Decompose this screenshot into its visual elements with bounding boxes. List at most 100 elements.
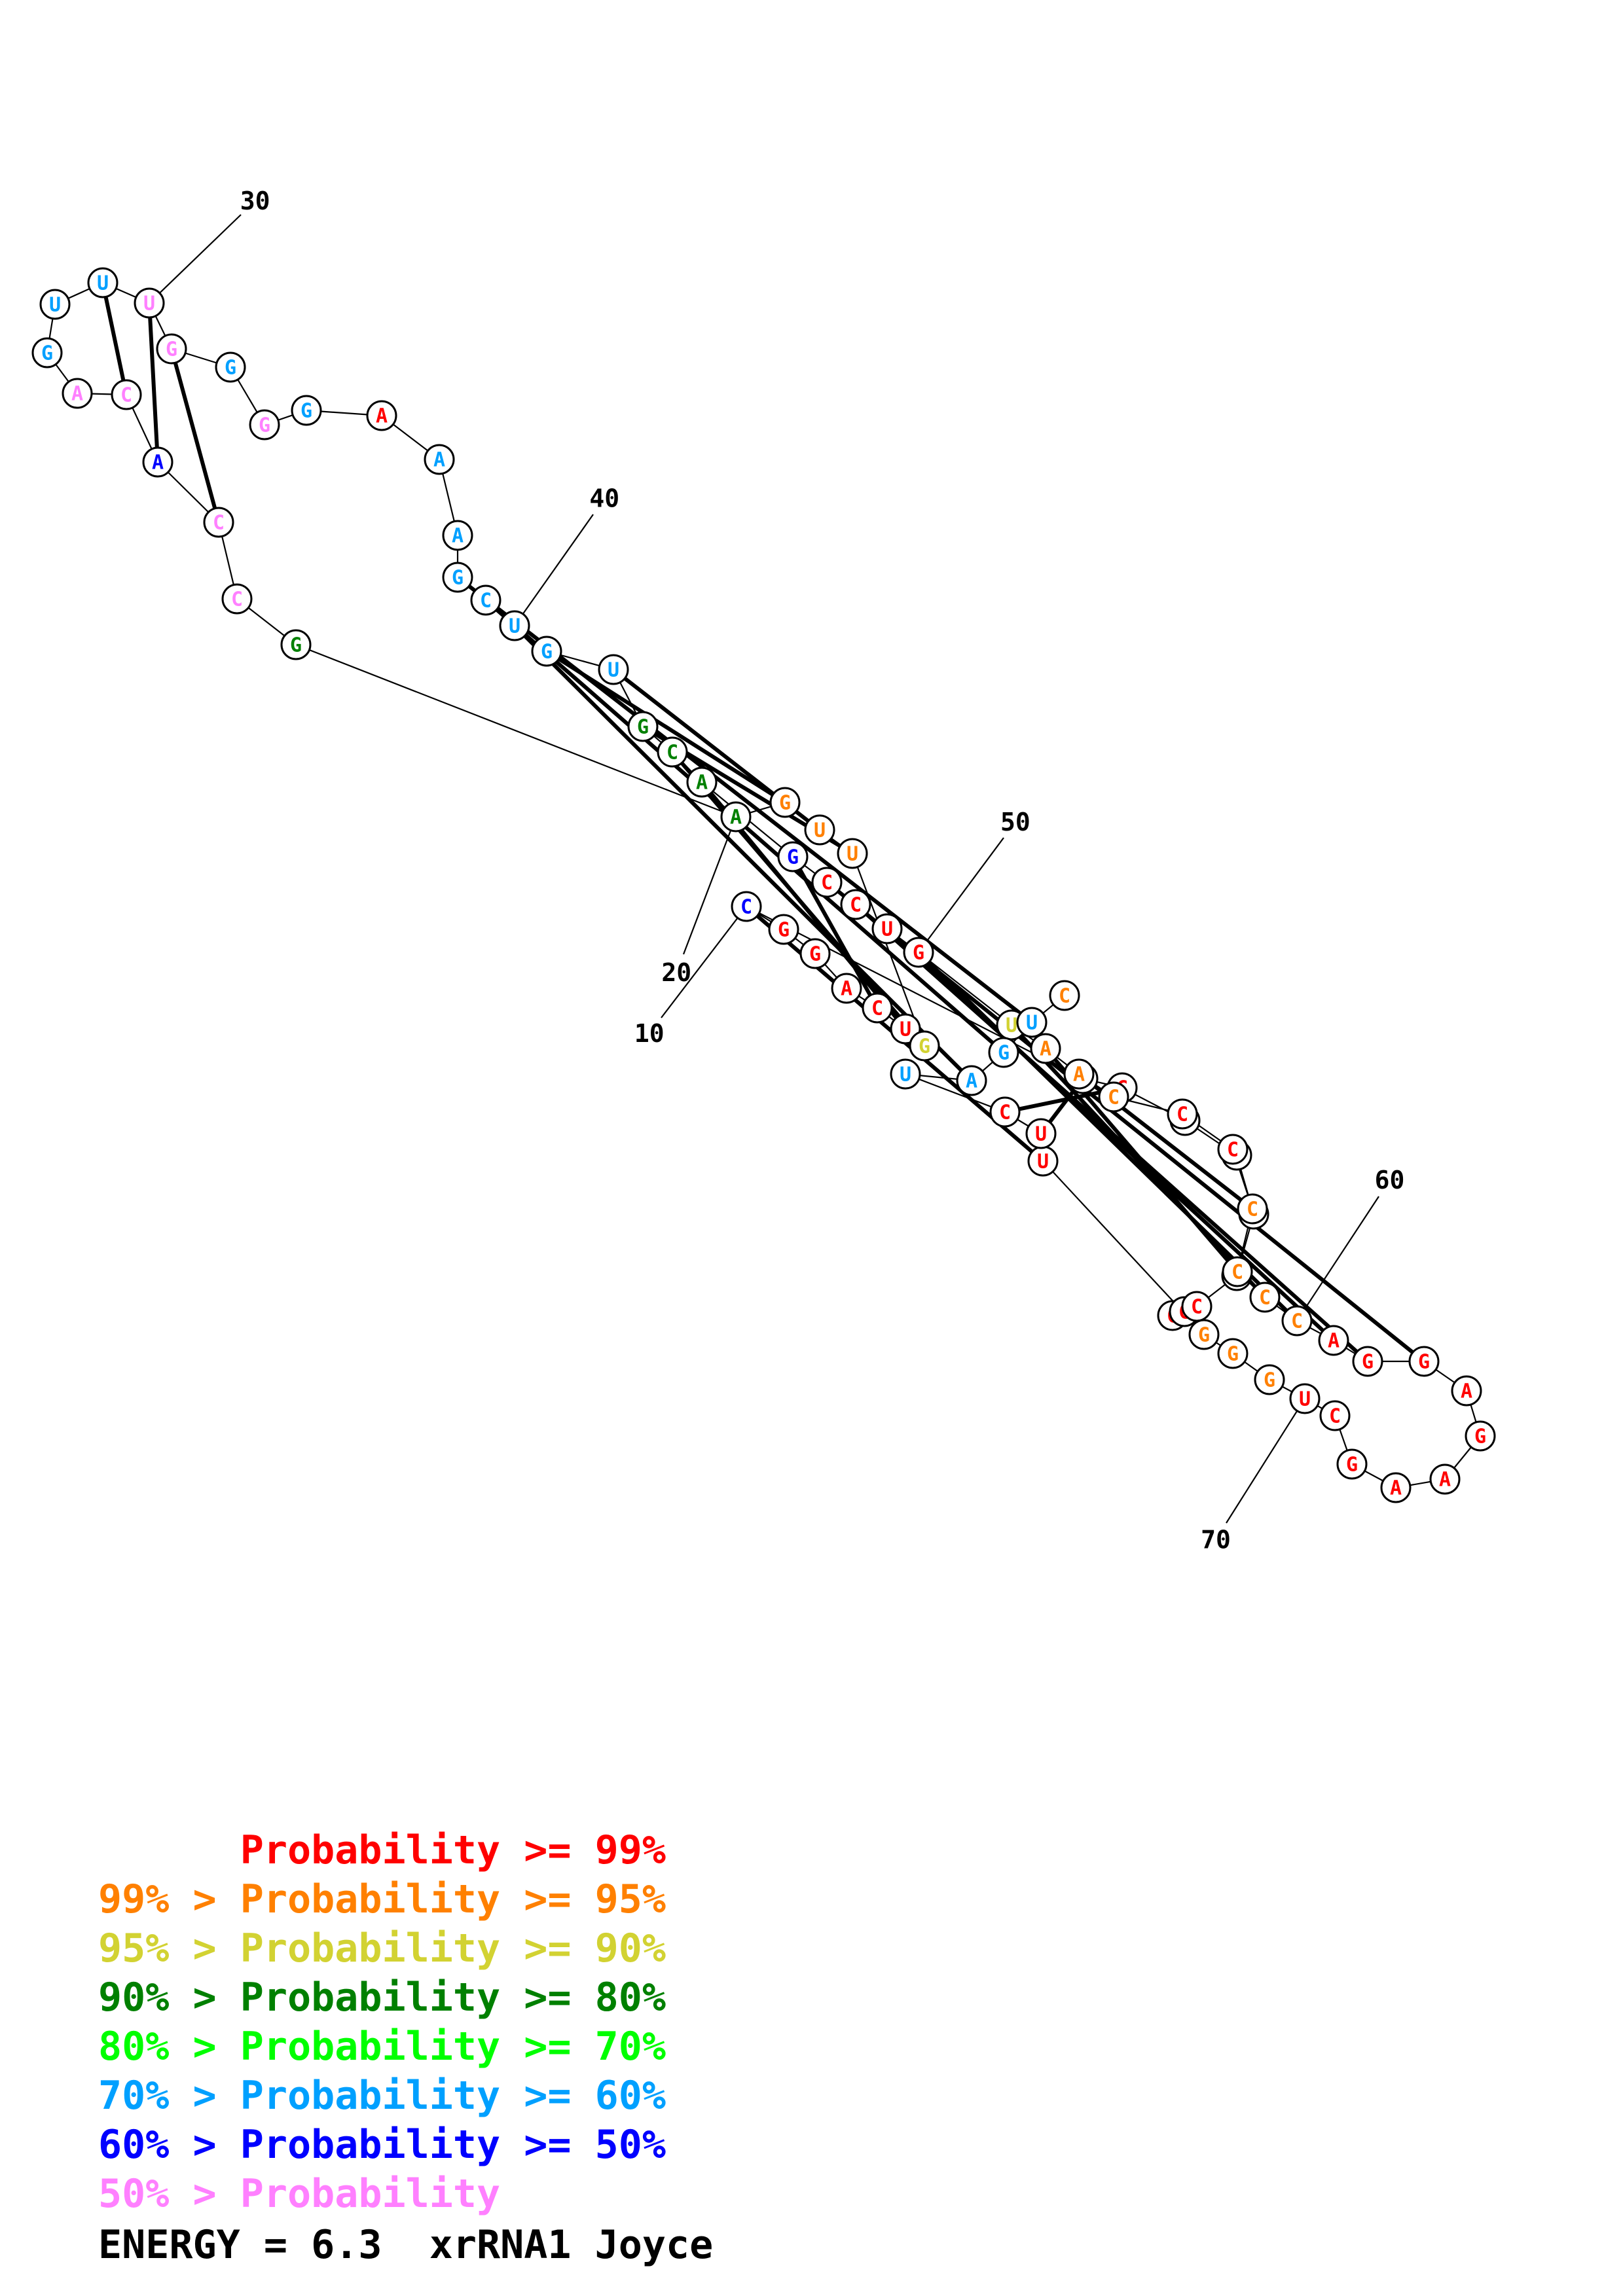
nucleotide-base-letter: A [1328,1330,1340,1353]
nucleotide: G [988,1037,1019,1068]
nucleotide-circle [442,520,473,551]
nucleotide-base-letter: A [841,978,852,1001]
nucleotide-base-letter: C [821,872,833,895]
nucleotide-circle [909,1030,940,1062]
position-tick-label: 40 [589,484,619,512]
nucleotide: A [831,973,862,1004]
nucleotide: A [1429,1463,1461,1495]
position-tick-label: 70 [1201,1525,1231,1554]
nucleotide-base-letter: A [1461,1380,1472,1403]
nucleotide: G [768,914,799,945]
nucleotide-circle [627,711,659,742]
nucleotide-base-letter: C [120,384,132,407]
nucleotide: C [1181,1291,1213,1322]
nucleotide-circle [87,267,119,298]
nucleotide: U [1027,1145,1059,1177]
nucleotide-circle [470,584,501,616]
position-tick-line [1296,1196,1379,1321]
nucleotide-base-letter: G [1362,1351,1374,1374]
backbone-segment [918,952,1012,1026]
nucleotide: A [720,801,752,833]
nucleotide-circle [768,914,799,945]
nucleotide-base-letter: G [290,634,302,657]
nucleotide-circle [769,787,801,818]
energy-value: ENERGY = 6.3 [98,2222,382,2268]
nucleotide-base-letter: U [143,293,155,315]
backbone-segment [295,643,737,818]
position-tick-line [1226,1398,1305,1524]
position-tick-line [514,514,594,626]
nucleotide: G [1465,1420,1496,1452]
nucleotide: G [627,711,659,742]
nucleotide: C [203,507,234,538]
nucleotide-circle [39,289,71,320]
nucleotide-base-letter: U [1006,1014,1017,1037]
nucleotide-circle [134,287,165,319]
nucleotide: G [1254,1364,1285,1395]
nucleotide-base-letter: A [1073,1064,1085,1086]
nucleotide-circle [1281,1305,1313,1336]
nucleotide: A [62,378,93,409]
nucleotide: A [1030,1033,1061,1064]
legend-entry: 99% > Probability >= 95% [98,1876,666,1922]
nucleotide-base-letter: C [1227,1139,1239,1162]
nucleotide-circle [1408,1346,1440,1377]
nucleotide-circle [1254,1364,1285,1395]
nucleotide-circle [1222,1256,1253,1287]
nucleotide: C [811,867,843,898]
legend-entry: 50% > Probability [98,2171,501,2217]
position-tick-line [149,214,242,304]
position-tick-label: 30 [240,187,270,215]
nucleotide: G [442,562,473,593]
nucleotide-circle [442,562,473,593]
nucleotide-base-letter: G [166,338,177,361]
nucleotide-circle [1380,1472,1412,1503]
nucleotide-circle [1025,1118,1057,1149]
nucleotide-circle [280,629,312,660]
nucleotide-base-letter: U [1035,1123,1047,1146]
nucleotide: U [890,1058,921,1090]
nucleotide-circle [1429,1463,1461,1495]
nucleotide: C [1222,1256,1253,1287]
nucleotide-base-letter: A [152,452,164,475]
nucleotide-circle [890,1058,921,1090]
nucleotide-base-letter: A [433,449,445,472]
nucleotide-base-letter: U [97,272,109,295]
nucleotide-circle [1249,1282,1281,1313]
nucleotide: G [909,1030,940,1062]
backbone-segment [905,1073,1006,1113]
nucleotide: C [862,992,893,1024]
nucleotide-base-letter: C [740,896,752,919]
nucleotide-circle [862,992,893,1024]
nucleotide-base-letter: U [1299,1388,1311,1411]
nucleotide: U [134,287,165,319]
nucleotide-base-letter: G [1227,1343,1239,1366]
nucleotide: C [1049,980,1080,1011]
nucleotide: A [424,444,455,475]
nucleotide-base-letter: G [779,792,791,815]
nucleotide-base-letter: U [1037,1151,1049,1174]
energy-footer: ENERGY = 6.3 xrRNA1 Joyce [98,2222,713,2268]
nucleotide-circle [657,736,688,768]
nucleotide: G [799,938,831,969]
nucleotide-circle [215,351,246,383]
nucleotide: C [1249,1282,1281,1313]
nucleotide: C [470,584,501,616]
nucleotide: G [31,337,63,368]
position-tick-label: 60 [1375,1166,1405,1194]
nucleotide-circle [903,937,934,968]
nucleotide: G [280,629,312,660]
nucleotide-circle [1451,1375,1482,1407]
nucleotide: C [1098,1081,1129,1113]
nucleotide: U [1289,1383,1321,1414]
position-tick-label: 10 [634,1019,665,1048]
backbone-segment [746,906,1084,1079]
nucleotide: U [39,289,71,320]
nucleotide: C [221,583,253,615]
position-tick-line [918,837,1004,953]
nucleotide-base-letter: A [696,772,708,795]
base-pair-bond [927,961,1288,1312]
nucleotide-circle [840,889,871,920]
nucleotide-base-letter: A [1390,1477,1402,1500]
nucleotide-circle [499,610,530,641]
